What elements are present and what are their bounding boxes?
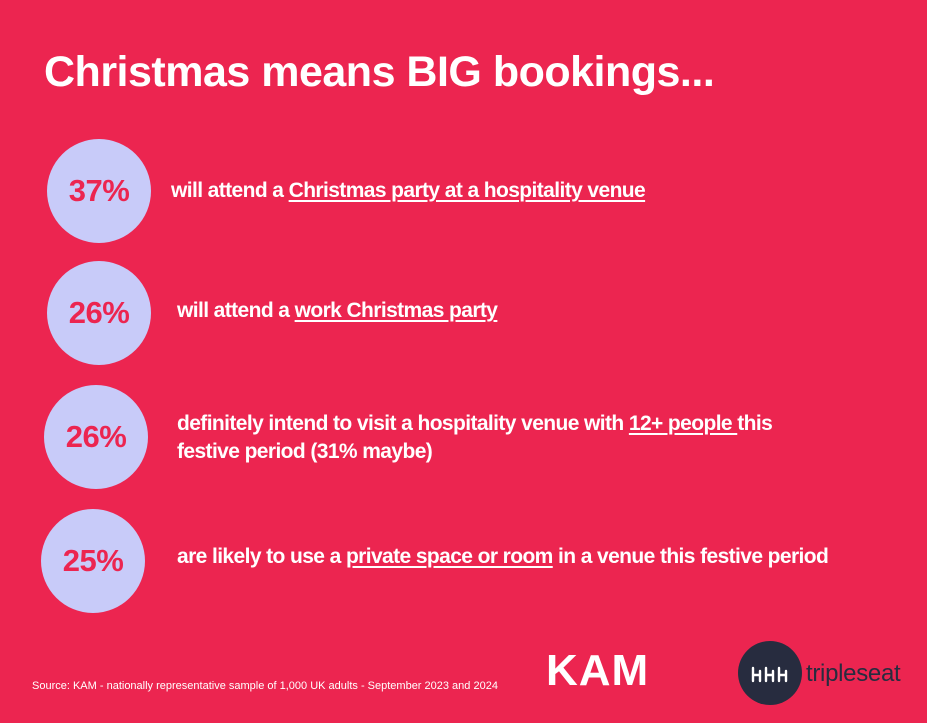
stat-text-1-pre: will attend a xyxy=(171,179,289,202)
stat-bubble-3: 26% xyxy=(44,385,148,489)
tripleseat-chairs-icon xyxy=(751,666,788,683)
source-note: Source: KAM - nationally representative … xyxy=(32,680,498,692)
stat-link-4[interactable]: private space or room xyxy=(345,545,553,568)
stat-text-4-post: in a venue this festive period xyxy=(552,545,829,568)
stat-text-4-pre: are likely to use a xyxy=(177,545,346,568)
stat-text-3-line2: festive period (31% maybe) xyxy=(177,440,433,463)
stat-link-3[interactable]: 12+ people xyxy=(628,412,738,435)
tripleseat-logo-icon xyxy=(738,641,802,705)
stat-percent-4: 25% xyxy=(62,543,124,578)
tripleseat-wordmark: tripleseat xyxy=(806,660,901,687)
stat-text-3-line1: definitely intend to visit a hospitality… xyxy=(177,410,773,438)
stat-text-3-post: this xyxy=(737,412,773,435)
page-title: Christmas means BIG bookings... xyxy=(44,48,715,96)
kam-logo: KAM xyxy=(546,646,650,695)
stat-percent-3: 26% xyxy=(65,419,127,454)
stat-percent-2: 26% xyxy=(68,295,130,330)
stat-link-1[interactable]: Christmas party at a hospitality venue xyxy=(288,179,646,202)
stat-percent-1: 37% xyxy=(68,173,130,208)
stat-bubble-4: 25% xyxy=(41,509,145,613)
stat-bubble-2: 26% xyxy=(47,261,151,365)
stat-text-4: are likely to use a private space or roo… xyxy=(177,543,829,571)
stat-text-1: will attend a Christmas party at a hospi… xyxy=(171,177,646,205)
stat-text-2: will attend a work Christmas party xyxy=(177,297,498,325)
stat-text-3: definitely intend to visit a hospitality… xyxy=(177,410,773,466)
stat-text-3-pre: definitely intend to visit a hospitality… xyxy=(177,412,629,435)
stat-bubble-1: 37% xyxy=(47,139,151,243)
stat-text-2-pre: will attend a xyxy=(177,299,295,322)
stat-link-2[interactable]: work Christmas party xyxy=(294,299,498,322)
